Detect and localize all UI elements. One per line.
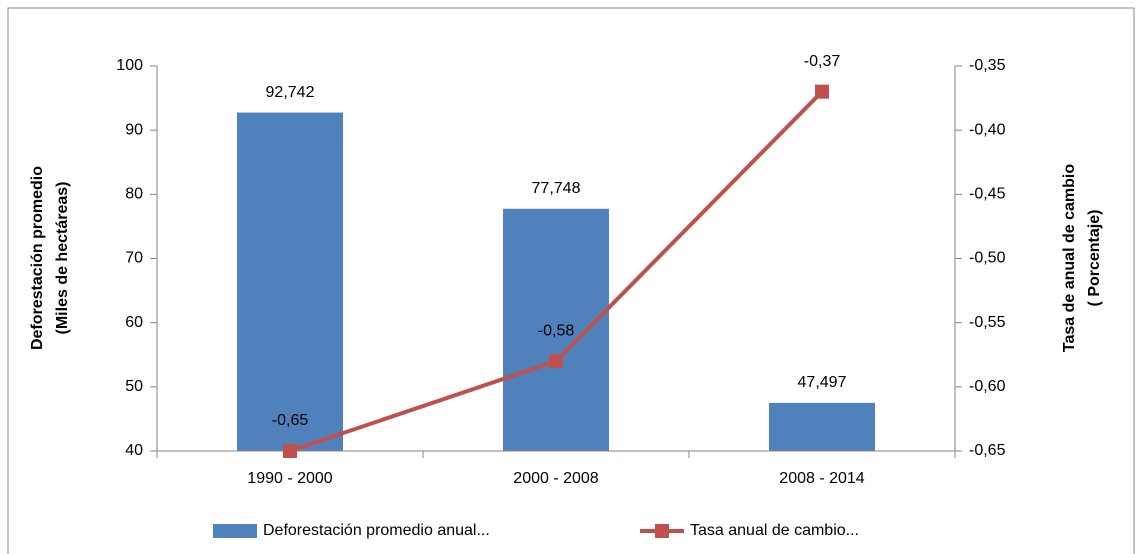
y-axis-title: Deforestación promedio (Miles de hectáre… <box>29 166 71 350</box>
legend-label: Deforestación promedio anual... <box>263 522 490 539</box>
bar-value-label: 47,497 <box>798 374 847 391</box>
x-tick-label: 2008 - 2014 <box>779 470 865 487</box>
x-tick-label: 1990 - 2000 <box>247 470 333 487</box>
y-axis-title-line: (Miles de hectáreas) <box>54 182 71 335</box>
frame <box>7 7 1135 554</box>
y2-axis-title: Tasa de anual de cambio ( Porcentaje) <box>1061 164 1103 352</box>
y2-tick-label: -0,60 <box>969 378 1006 395</box>
legend-label: Tasa anual de cambio... <box>690 522 859 539</box>
line-value-label: -0,65 <box>272 412 309 429</box>
y-axis-title-line: Deforestación promedio <box>29 166 46 350</box>
legend-swatch <box>213 524 257 538</box>
y2-tick-label: -0,35 <box>969 57 1006 74</box>
y2-axis-title-line: ( Porcentaje) <box>1086 210 1103 307</box>
y2-tick-label: -0,55 <box>969 314 1006 331</box>
y2-axis-title-line: Tasa de anual de cambio <box>1061 164 1078 352</box>
y2-tick-label: -0,65 <box>969 442 1006 459</box>
y-tick-label: 40 <box>125 442 143 459</box>
line-marker <box>549 354 563 369</box>
y-tick-label: 50 <box>125 378 143 395</box>
legend-marker <box>655 524 669 538</box>
bar <box>237 112 343 451</box>
y-tick-label: 60 <box>125 314 143 331</box>
line-value-label: -0,37 <box>804 53 841 70</box>
y-tick-label: 70 <box>125 250 143 267</box>
line-marker <box>283 444 297 458</box>
bar <box>503 208 609 451</box>
bar <box>769 402 875 451</box>
bar-value-label: 77,748 <box>532 180 581 197</box>
line-value-label: -0,58 <box>538 322 575 339</box>
bar-value-label: 92,742 <box>266 84 315 101</box>
line-marker <box>815 84 829 99</box>
x-tick-label: 2000 - 2008 <box>513 470 599 487</box>
y-tick-label: 100 <box>116 57 143 74</box>
y2-tick-label: -0,45 <box>969 186 1006 203</box>
y-tick-label: 80 <box>125 186 143 203</box>
y2-tick-label: -0,50 <box>969 250 1006 267</box>
y-tick-label: 90 <box>125 121 143 138</box>
y2-tick-label: -0,40 <box>969 121 1006 138</box>
